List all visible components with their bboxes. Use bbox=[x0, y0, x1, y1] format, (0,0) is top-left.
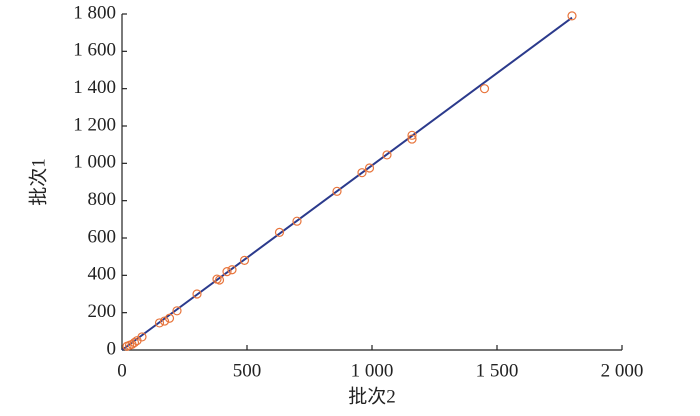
scatter-point bbox=[567, 11, 577, 21]
scatter-point bbox=[214, 275, 225, 285]
scatter-point bbox=[172, 306, 182, 316]
scatter-point bbox=[239, 255, 250, 265]
y-tick-label: 200 bbox=[88, 301, 117, 322]
scatter-point bbox=[357, 168, 367, 178]
y-tick-label: 1 800 bbox=[73, 2, 116, 23]
scatter-point bbox=[159, 316, 170, 326]
scatter-point bbox=[137, 332, 147, 342]
scatter-point bbox=[292, 216, 302, 226]
scatter-point bbox=[227, 265, 237, 275]
scatter-point bbox=[154, 318, 165, 328]
y-tick-label: 1 200 bbox=[73, 114, 116, 135]
y-tick-label: 1 000 bbox=[73, 152, 116, 173]
y-axis-label: 批次1 bbox=[27, 158, 49, 206]
fit-line bbox=[121, 16, 573, 351]
y-tick-label: 600 bbox=[88, 226, 117, 247]
scatter-point bbox=[222, 267, 232, 277]
x-tick-label: 2 000 bbox=[601, 360, 644, 381]
y-tick-label: 800 bbox=[88, 189, 117, 210]
scatter-point bbox=[192, 289, 202, 299]
scatter-point bbox=[407, 130, 417, 140]
scatter-point bbox=[164, 313, 175, 323]
scatter-point bbox=[332, 186, 342, 196]
scatter-point bbox=[479, 84, 490, 94]
y-tick-label: 400 bbox=[88, 264, 117, 285]
x-axis-label: 批次2 bbox=[348, 385, 396, 407]
y-tick-label: 1 600 bbox=[73, 40, 116, 61]
x-tick-label: 0 bbox=[117, 360, 127, 381]
x-tick-label: 1 500 bbox=[476, 360, 519, 381]
x-tick-label: 500 bbox=[233, 360, 262, 381]
scatter-point bbox=[407, 134, 417, 144]
scatter-point bbox=[274, 227, 285, 237]
y-tick-label: 1 400 bbox=[73, 77, 116, 98]
scatter-point bbox=[129, 337, 140, 348]
y-tick-label: 0 bbox=[107, 338, 117, 359]
scatter-point bbox=[382, 150, 392, 160]
scatter-point bbox=[364, 163, 375, 173]
x-tick-label: 1 000 bbox=[351, 360, 394, 381]
